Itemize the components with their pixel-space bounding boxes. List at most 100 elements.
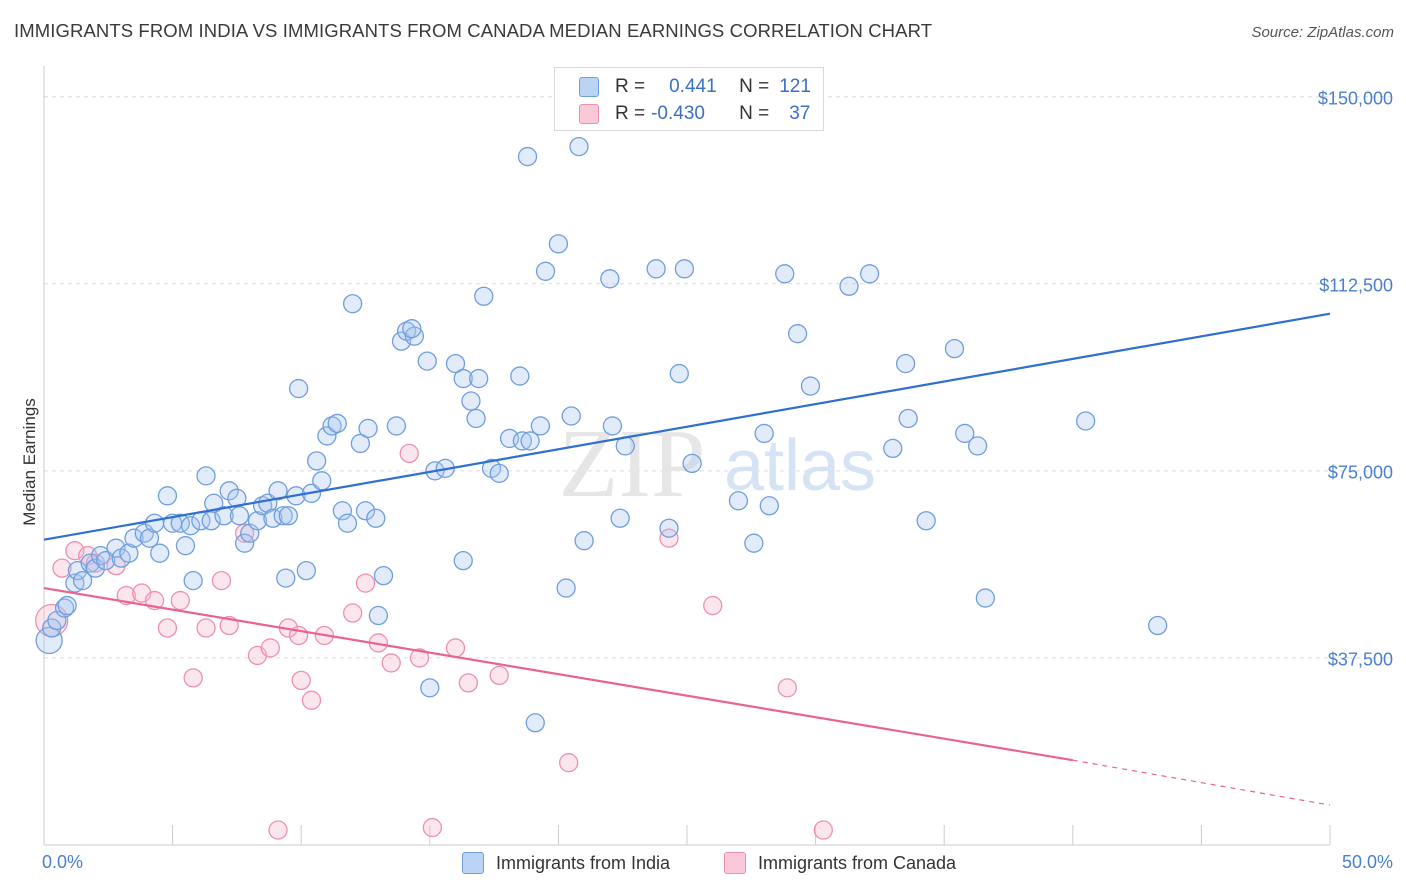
data-point-india: [373, 565, 394, 586]
data-point-canada: [559, 753, 579, 773]
grid-lines: [44, 96, 1392, 659]
data-point-canada: [703, 595, 723, 616]
data-point-india: [744, 533, 764, 553]
data-point-india: [368, 605, 389, 626]
data-point-india: [787, 324, 808, 344]
data-point-canada: [445, 638, 466, 658]
data-point-india: [119, 543, 139, 563]
data-point-india: [883, 438, 903, 459]
data-point-india: [669, 363, 689, 384]
data-point-india: [234, 533, 255, 553]
data-point-india: [510, 366, 530, 386]
legend-row-canada: R = -0.430 N = 37: [579, 102, 810, 126]
data-point-india: [535, 261, 556, 281]
data-point-india: [569, 136, 589, 157]
data-point-canada: [234, 523, 255, 543]
data-point-india: [445, 353, 466, 374]
data-point-india: [268, 481, 288, 501]
data-point-india: [600, 269, 620, 289]
data-point-india: [288, 378, 309, 399]
data-point-india: [728, 491, 749, 511]
stats-legend: R = 0.441 N = 121 R = -0.430 N = 37: [554, 67, 824, 131]
r-value: -0.430: [651, 103, 705, 124]
data-point-india: [469, 368, 489, 389]
data-point-india: [530, 416, 551, 436]
data-point-india: [65, 573, 85, 593]
r-label: R =: [615, 103, 646, 124]
data-point-india: [759, 496, 779, 516]
watermark-atlas: atlas: [724, 426, 876, 506]
data-point-india: [327, 413, 347, 434]
data-point-india: [1148, 615, 1168, 636]
data-point-india: [561, 406, 581, 426]
data-point-india: [548, 234, 569, 254]
trend-line-canada: [43, 587, 1073, 762]
data-point-india: [975, 588, 996, 608]
data-point-india: [859, 264, 880, 284]
data-point-india: [247, 511, 268, 531]
data-point-india: [219, 481, 239, 501]
legend-label-canada: Immigrants from Canada: [758, 852, 957, 873]
y-tick-label: $150,000: [1317, 88, 1393, 109]
legend-row-india: R = 0.441 N = 121: [579, 75, 811, 99]
source-label: Source: ZipAtlas.com: [1251, 24, 1394, 41]
data-point-india: [967, 436, 988, 456]
x-tick-label-min: 0.0%: [42, 852, 84, 872]
data-point-india: [944, 338, 965, 359]
data-point-india: [150, 543, 170, 563]
india-swatch-icon: [579, 77, 599, 97]
data-point-india: [574, 531, 594, 551]
n-value: 121: [779, 76, 811, 97]
data-point-india: [312, 471, 332, 491]
data-point-india: [525, 713, 545, 733]
data-point-india: [800, 376, 821, 396]
data-point-india: [682, 453, 702, 474]
legend-item-canada[interactable]: Immigrants from Canada: [724, 852, 956, 874]
data-point-india: [296, 560, 316, 581]
y-tick-label: $37,500: [1327, 649, 1393, 670]
data-point-canada: [183, 668, 203, 688]
data-point-india: [72, 570, 93, 591]
data-point-india: [214, 506, 234, 526]
x-tick-label-max: 50.0%: [1341, 852, 1393, 872]
data-point-canada: [355, 573, 376, 593]
data-point-india: [517, 146, 538, 167]
data-point-india: [355, 501, 376, 521]
data-point-canada: [291, 670, 311, 691]
data-point-india: [602, 416, 623, 436]
data-point-india: [417, 351, 437, 371]
data-point-india: [54, 598, 75, 618]
data-point-canada: [422, 817, 443, 838]
data-point-canada: [777, 678, 797, 698]
y-tick-label: $75,000: [1327, 462, 1393, 483]
n-label: N =: [739, 103, 770, 124]
data-point-india: [895, 353, 916, 374]
data-point-india: [358, 418, 378, 439]
data-point-india: [139, 528, 160, 548]
india-swatch-icon: [462, 852, 484, 874]
trend-line-canada-extension: [1072, 759, 1331, 806]
data-point-india: [404, 326, 425, 346]
n-label: N =: [739, 76, 770, 97]
data-point-canada: [813, 820, 833, 840]
series-india-points: [35, 136, 1168, 733]
data-point-canada: [381, 653, 401, 673]
data-point-canada: [489, 665, 509, 686]
data-point-india: [489, 463, 509, 483]
data-point-canada: [342, 603, 363, 623]
data-point-india: [461, 391, 481, 411]
data-point-india: [474, 286, 494, 306]
canada-swatch-icon: [724, 852, 746, 874]
data-point-india: [402, 319, 422, 339]
data-point-india: [124, 528, 144, 548]
data-point-india: [646, 259, 666, 279]
watermark: ZIP atlas: [559, 410, 877, 518]
data-point-canada: [170, 590, 190, 611]
data-point-canada: [268, 820, 288, 840]
legend-label-india: Immigrants from India: [496, 852, 671, 873]
legend-item-india[interactable]: Immigrants from India: [462, 852, 670, 874]
data-point-india: [453, 550, 473, 571]
data-point-india: [898, 408, 918, 429]
data-point-canada: [659, 528, 679, 548]
